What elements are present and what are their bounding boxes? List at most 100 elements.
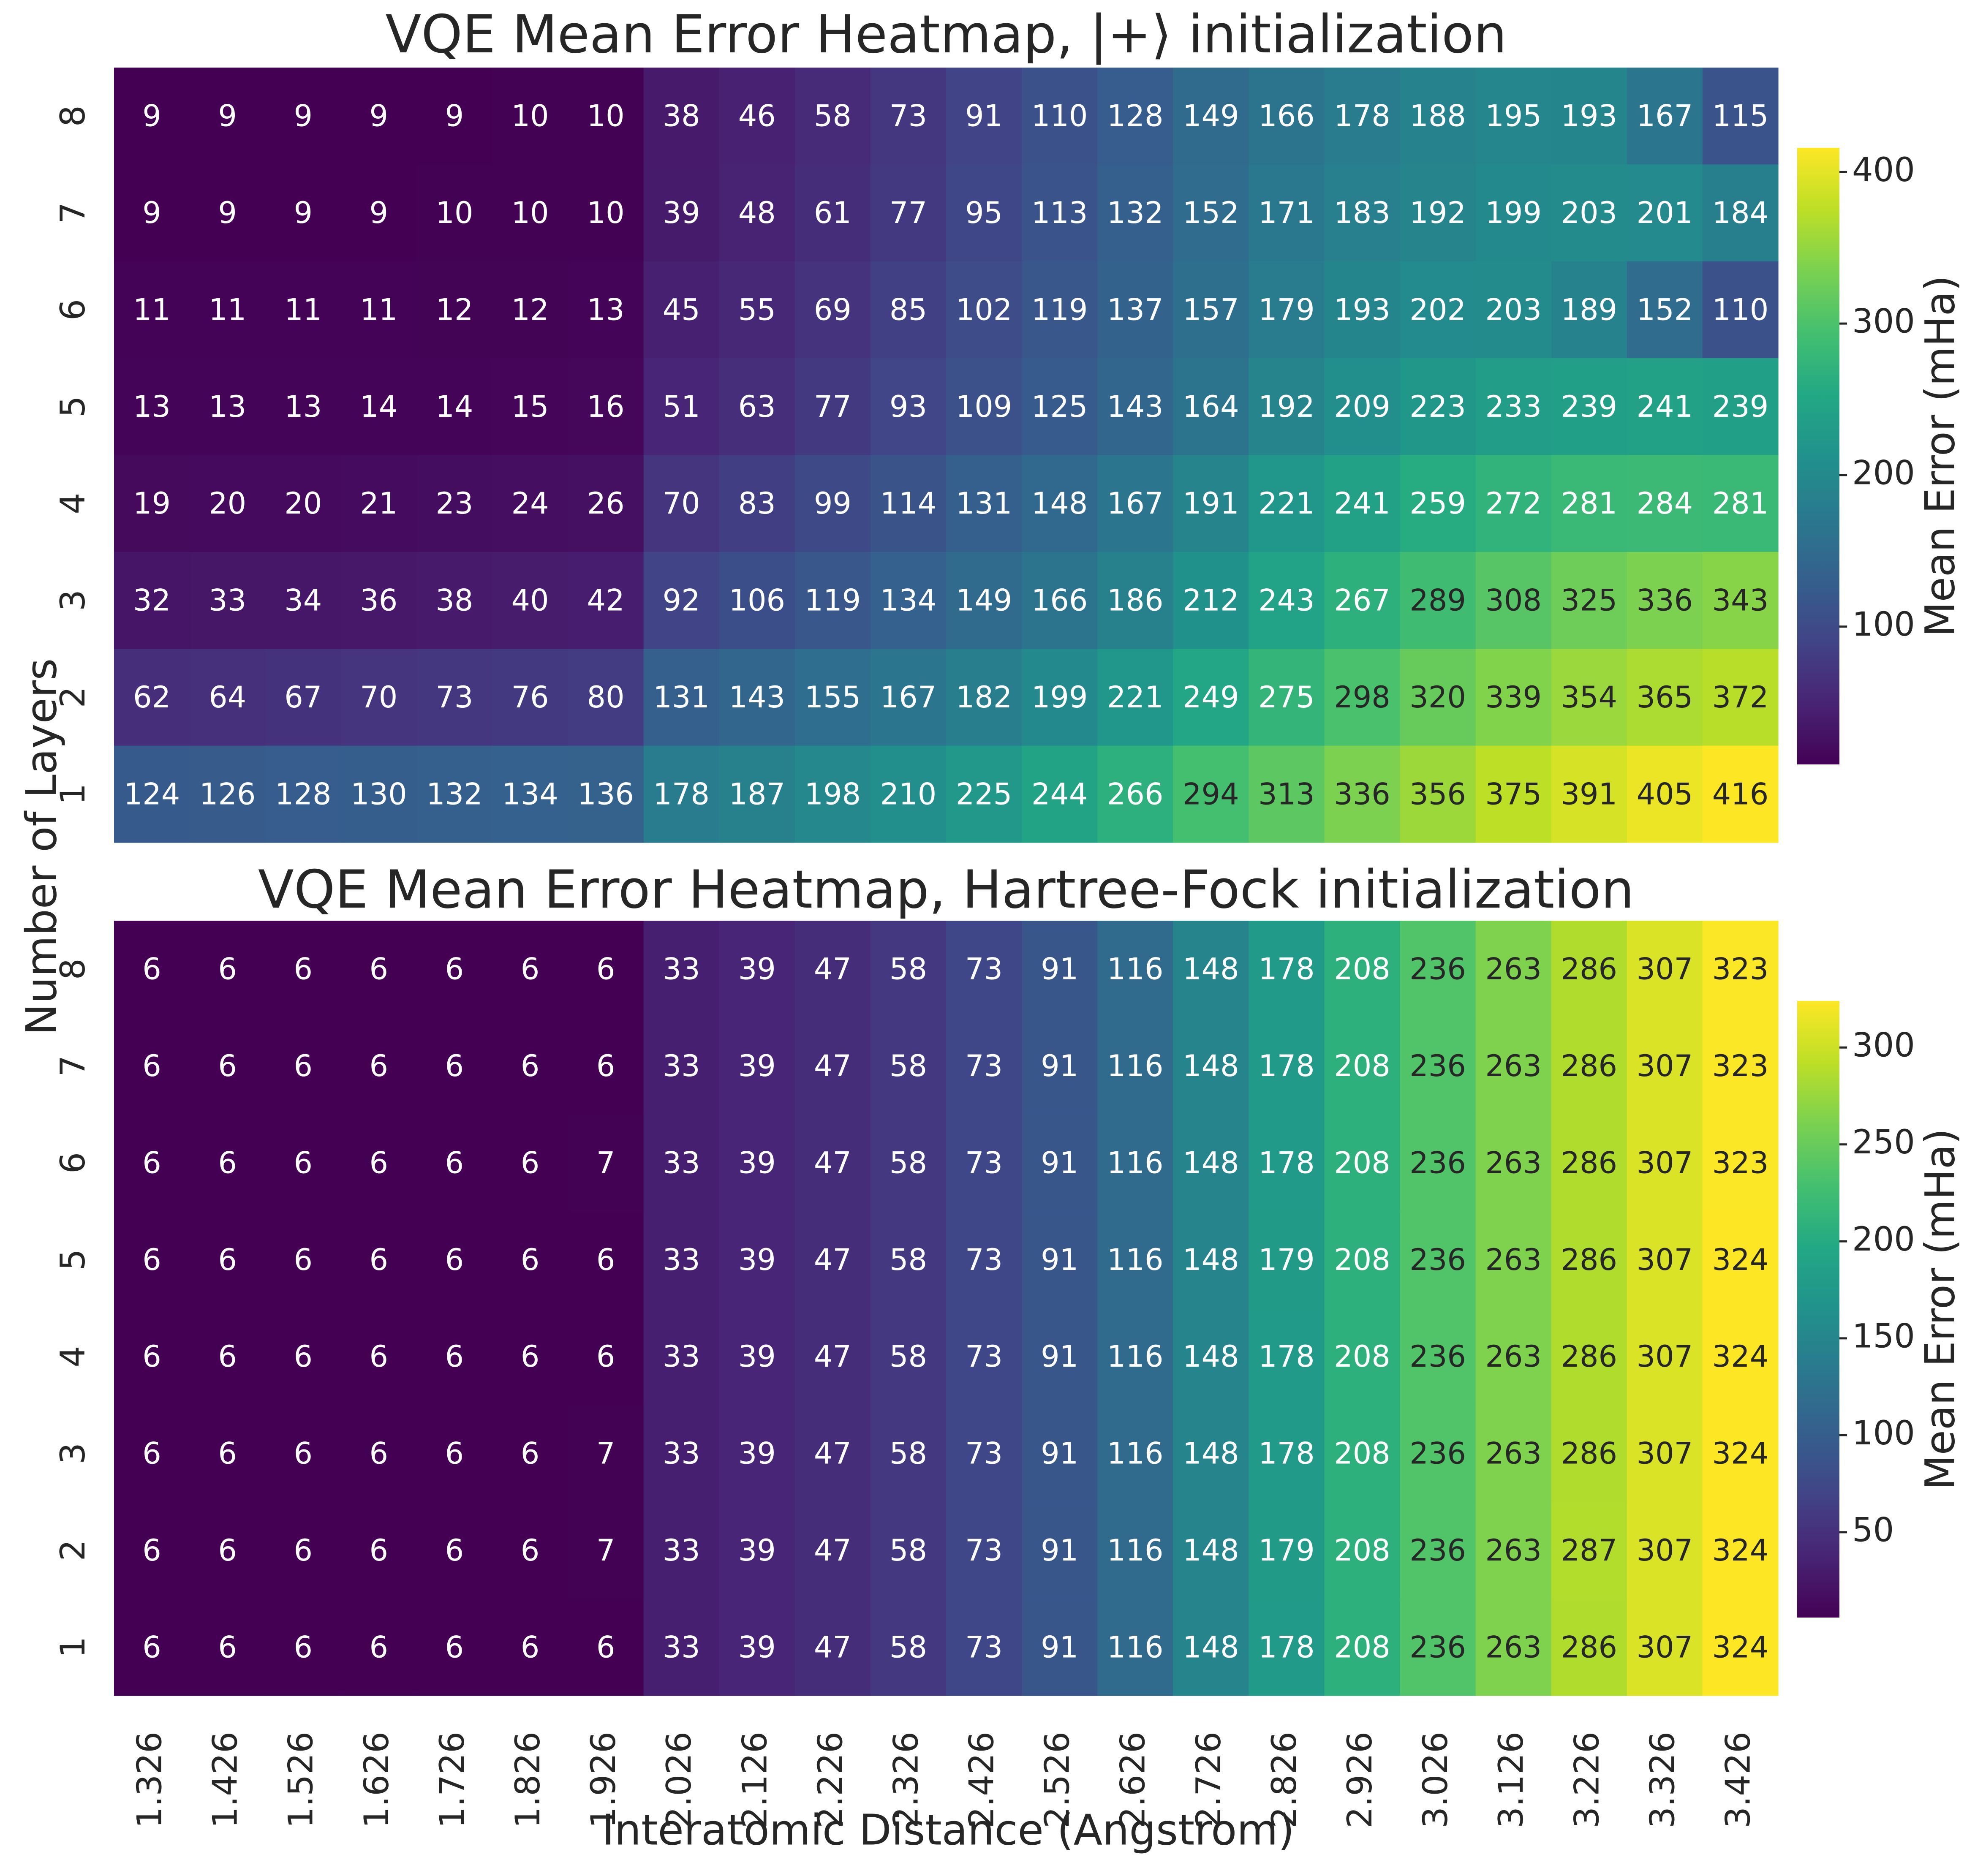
heatmap-cell bbox=[114, 1017, 190, 1115]
heatmap-cell bbox=[341, 1599, 417, 1696]
heatmap-cell bbox=[568, 1114, 644, 1212]
heatmap-cell bbox=[1551, 921, 1627, 1018]
heatmap-cell bbox=[1173, 649, 1249, 746]
heatmap-cell bbox=[1173, 1211, 1249, 1309]
heatmap-cell bbox=[1400, 164, 1476, 262]
heatmap-cell bbox=[1702, 1114, 1779, 1212]
heatmap-cell bbox=[794, 1308, 871, 1406]
heatmap-cell bbox=[1475, 1308, 1552, 1406]
cell-value-label: 6 bbox=[596, 1630, 615, 1664]
cell-value-label: 6 bbox=[521, 1533, 540, 1568]
y-tick-label: 1 bbox=[53, 1637, 92, 1658]
heatmap-cell bbox=[190, 68, 266, 165]
heatmap-cell bbox=[341, 358, 417, 456]
heatmap-cell bbox=[1551, 745, 1627, 843]
cell-value-label: 179 bbox=[1258, 1243, 1315, 1277]
heatmap-cell bbox=[114, 649, 190, 746]
heatmap-cell bbox=[1249, 1502, 1325, 1599]
cell-value-label: 77 bbox=[890, 196, 927, 230]
cell-value-label: 116 bbox=[1107, 1630, 1164, 1664]
heatmap-cell bbox=[1627, 455, 1703, 552]
cell-value-label: 325 bbox=[1561, 583, 1617, 618]
heatmap-cell bbox=[341, 455, 417, 552]
heatmap-cell bbox=[1324, 745, 1401, 843]
heatmap-cell bbox=[416, 921, 493, 1018]
cell-value-label: 243 bbox=[1258, 583, 1315, 618]
cell-value-label: 372 bbox=[1712, 680, 1769, 715]
cell-value-label: 14 bbox=[360, 389, 397, 424]
heatmap-cell bbox=[1551, 552, 1627, 649]
heatmap-cell bbox=[1324, 921, 1401, 1018]
cell-value-label: 192 bbox=[1258, 389, 1315, 424]
cell-value-label: 6 bbox=[142, 1630, 161, 1664]
cell-value-label: 14 bbox=[435, 389, 473, 424]
cell-value-label: 12 bbox=[435, 292, 473, 327]
cell-value-label: 6 bbox=[294, 1339, 313, 1374]
cell-value-label: 324 bbox=[1712, 1533, 1769, 1568]
x-tick-label: 3.026 bbox=[1416, 1732, 1455, 1828]
cell-value-label: 47 bbox=[814, 1339, 851, 1374]
heatmap-cell bbox=[794, 1114, 871, 1212]
cell-value-label: 91 bbox=[1041, 952, 1078, 987]
cell-value-label: 155 bbox=[805, 680, 861, 715]
cell-value-label: 203 bbox=[1485, 292, 1542, 327]
cell-value-label: 236 bbox=[1409, 1630, 1466, 1664]
cell-value-label: 157 bbox=[1183, 292, 1239, 327]
heatmap-cell bbox=[1400, 1599, 1476, 1696]
cell-value-label: 114 bbox=[880, 486, 937, 521]
heatmap-cell bbox=[1702, 164, 1779, 262]
cell-value-label: 106 bbox=[729, 583, 785, 618]
cell-value-label: 58 bbox=[814, 99, 851, 133]
cell-value-label: 115 bbox=[1712, 99, 1769, 133]
heatmap-cell bbox=[190, 164, 266, 262]
cell-value-label: 137 bbox=[1107, 292, 1164, 327]
cell-value-label: 47 bbox=[814, 1630, 851, 1664]
heatmap-cell bbox=[341, 1017, 417, 1115]
heatmap-cell bbox=[1627, 1308, 1703, 1406]
heatmap-cell bbox=[114, 921, 190, 1018]
heatmap-cell bbox=[643, 164, 720, 262]
cell-value-label: 128 bbox=[275, 777, 332, 811]
heatmap-cell bbox=[1702, 1017, 1779, 1115]
heatmap-cell bbox=[1551, 1405, 1627, 1502]
heatmap-cell bbox=[492, 1114, 569, 1212]
cell-value-label: 70 bbox=[360, 680, 397, 715]
heatmap-panel-1: VQE Mean Error Heatmap, |+⟩ initializati… bbox=[53, 4, 1964, 843]
cell-value-label: 33 bbox=[663, 1243, 700, 1277]
heatmap-cell bbox=[114, 745, 190, 843]
cell-value-label: 320 bbox=[1409, 680, 1466, 715]
cell-value-label: 119 bbox=[1031, 292, 1088, 327]
cell-value-label: 76 bbox=[511, 680, 549, 715]
cell-value-label: 70 bbox=[663, 486, 700, 521]
cell-value-label: 13 bbox=[587, 292, 625, 327]
cell-value-label: 69 bbox=[814, 292, 851, 327]
heatmap-cell bbox=[946, 552, 1022, 649]
heatmap-cell bbox=[1022, 921, 1098, 1018]
cell-value-label: 58 bbox=[890, 1533, 927, 1568]
heatmap-cell bbox=[1400, 745, 1476, 843]
cell-value-label: 73 bbox=[890, 99, 927, 133]
heatmap-cell bbox=[794, 358, 871, 456]
heatmap-cell bbox=[492, 261, 569, 359]
cell-value-label: 125 bbox=[1031, 389, 1088, 424]
heatmap-cell bbox=[1400, 552, 1476, 649]
x-tick-label: 1.326 bbox=[130, 1732, 169, 1828]
heatmap-cell bbox=[1097, 1308, 1173, 1406]
heatmap-cell bbox=[190, 1502, 266, 1599]
heatmap-cell bbox=[416, 261, 493, 359]
cell-value-label: 33 bbox=[663, 1049, 700, 1083]
cell-value-label: 6 bbox=[445, 1630, 464, 1664]
heatmap-cell bbox=[341, 1405, 417, 1502]
cell-value-label: 73 bbox=[965, 1436, 1003, 1471]
cell-value-label: 233 bbox=[1485, 389, 1542, 424]
colorbar-label: Mean Error (mHa) bbox=[1916, 275, 1964, 637]
cell-value-label: 13 bbox=[209, 389, 246, 424]
cell-value-label: 47 bbox=[814, 1049, 851, 1083]
heatmap-cell bbox=[341, 261, 417, 359]
heatmap-cell bbox=[946, 358, 1022, 456]
cell-value-label: 6 bbox=[142, 952, 161, 987]
heatmap-cell bbox=[568, 68, 644, 165]
cell-value-label: 61 bbox=[814, 196, 851, 230]
heatmap-cell bbox=[1097, 1211, 1173, 1309]
cell-value-label: 6 bbox=[370, 952, 389, 987]
